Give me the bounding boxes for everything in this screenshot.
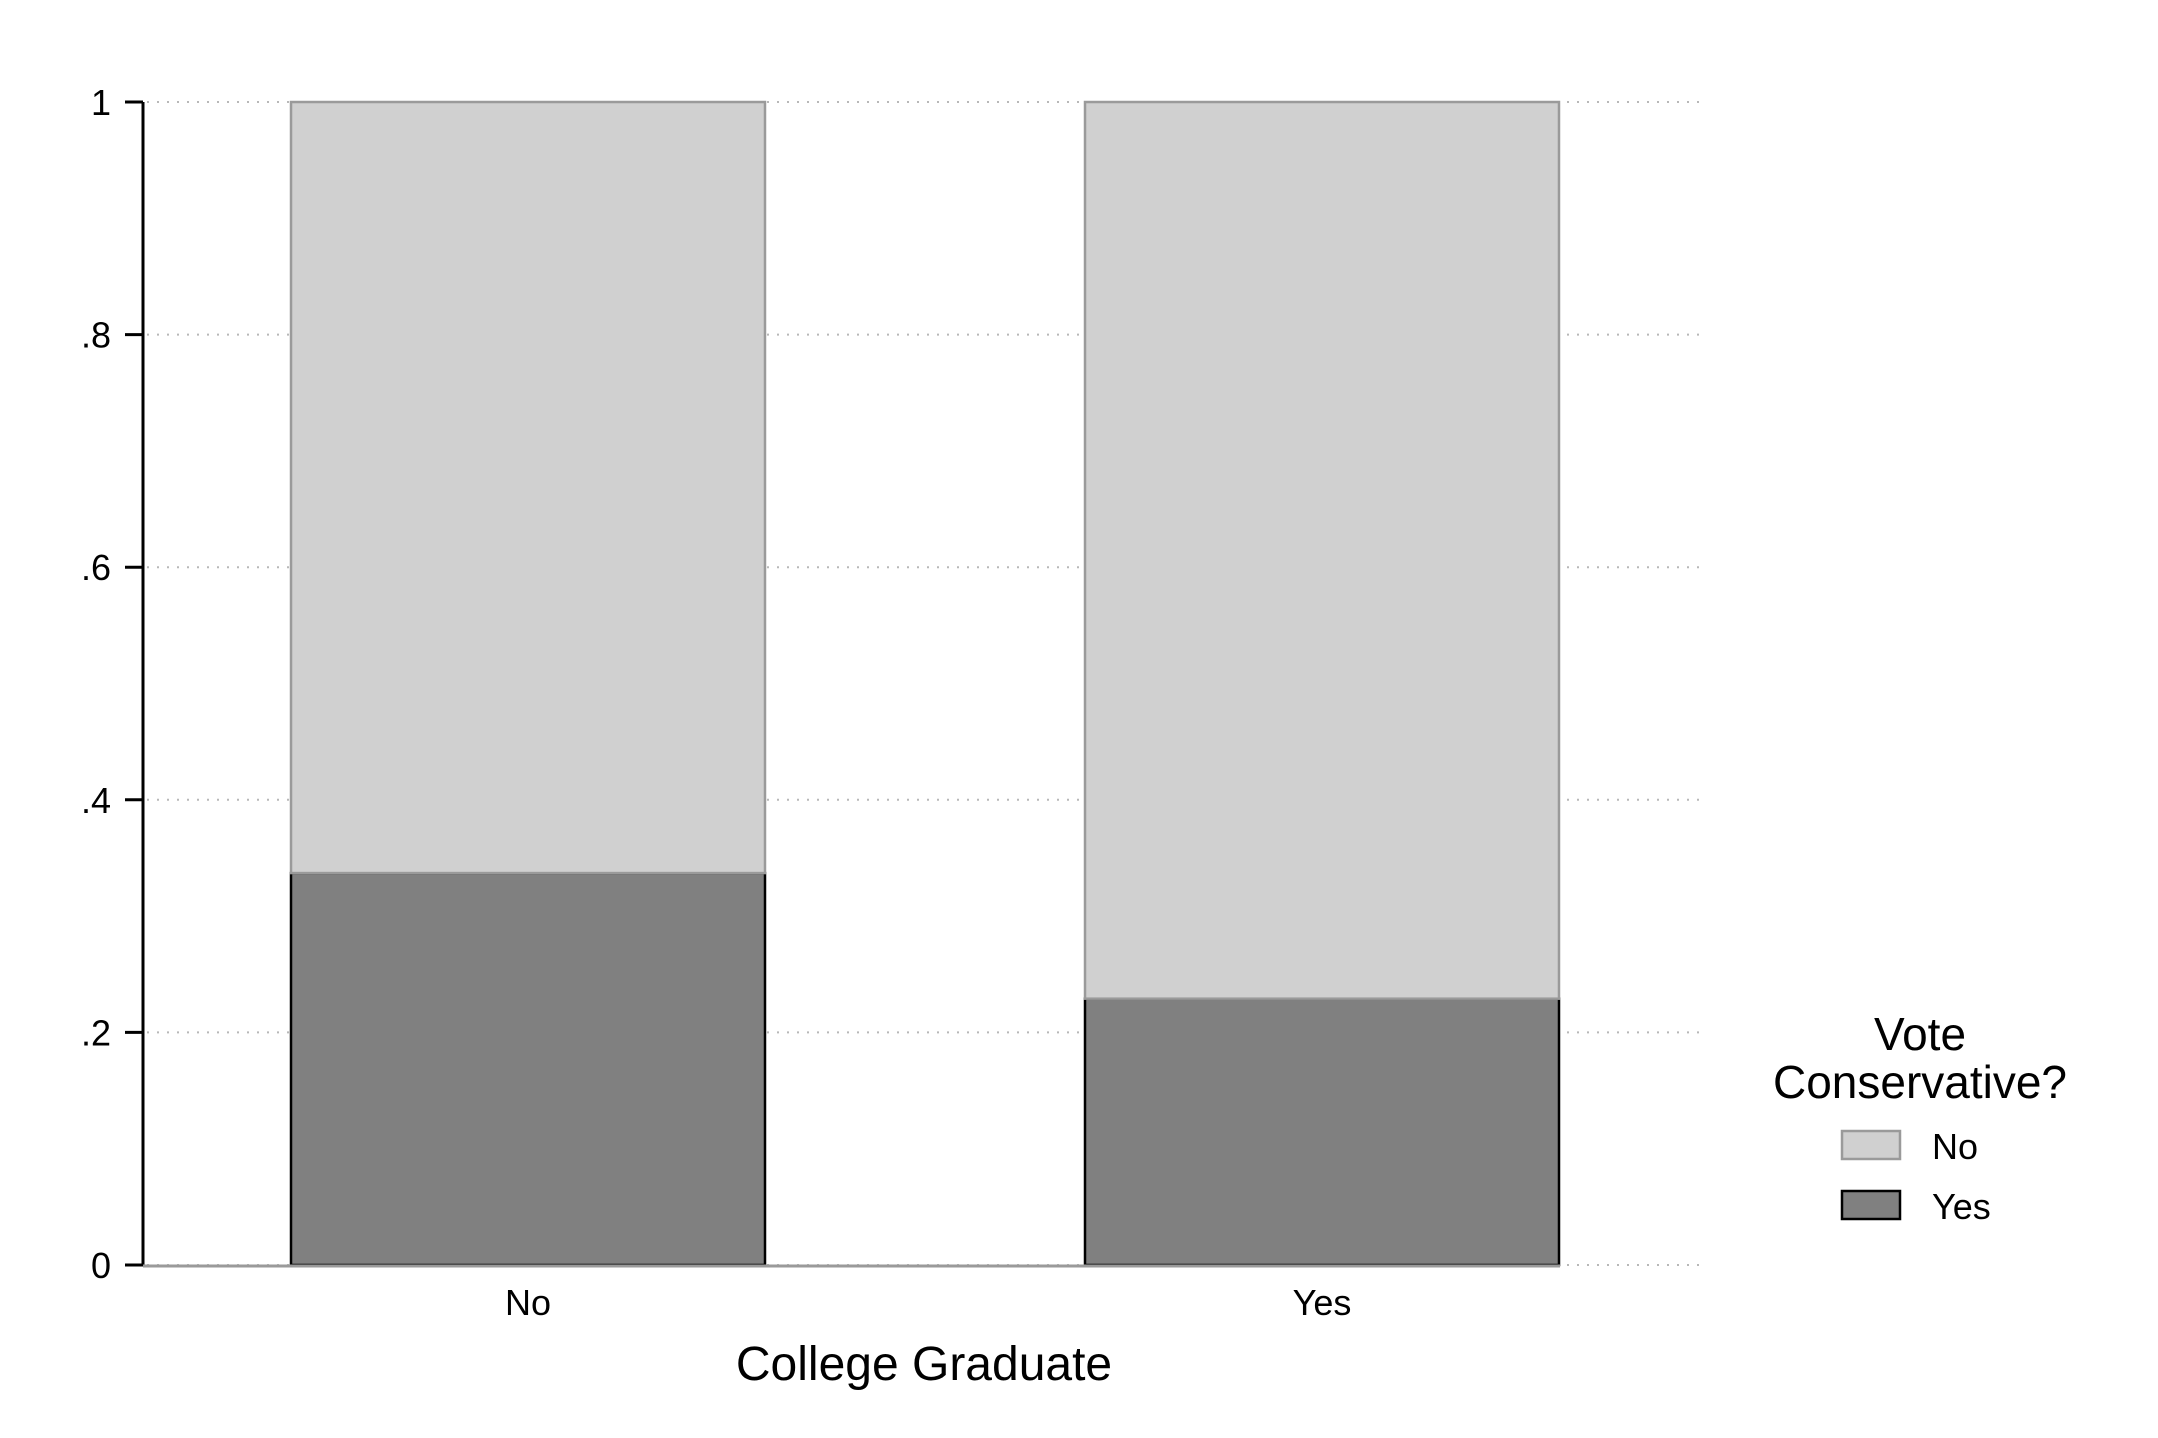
y-tick-label: .8 bbox=[81, 315, 111, 356]
bar-yes-series-yes bbox=[1083, 997, 1561, 1267]
bar-no-series-no bbox=[289, 100, 767, 875]
x-tick-labels: No Yes bbox=[505, 1282, 1351, 1323]
x-axis-title: College Graduate bbox=[736, 1338, 1112, 1391]
bar-yes-series-no bbox=[1083, 100, 1561, 1000]
y-tick-label: 1 bbox=[91, 82, 111, 123]
axes bbox=[141, 102, 1560, 1268]
legend-title: Conservative? bbox=[1773, 1056, 2067, 1108]
x-tick-label: No bbox=[505, 1282, 551, 1323]
y-tick-label: .6 bbox=[81, 547, 111, 588]
legend-title: Vote bbox=[1874, 1008, 1966, 1060]
legend-swatch-yes bbox=[1840, 1189, 1902, 1221]
legend-swatch-no bbox=[1840, 1129, 1902, 1161]
legend-label-no: No bbox=[1932, 1126, 1978, 1167]
x-tick-label: Yes bbox=[1293, 1282, 1352, 1323]
y-tick-labels: 0 .2 .4 .6 .8 1 bbox=[81, 82, 143, 1286]
y-tick-label: .4 bbox=[81, 780, 111, 821]
bars bbox=[289, 100, 1561, 1267]
y-tick-label: .2 bbox=[81, 1012, 111, 1053]
y-tick-label: 0 bbox=[91, 1245, 111, 1286]
bar-no-series-yes bbox=[289, 871, 767, 1267]
legend-label-yes: Yes bbox=[1932, 1186, 1991, 1227]
